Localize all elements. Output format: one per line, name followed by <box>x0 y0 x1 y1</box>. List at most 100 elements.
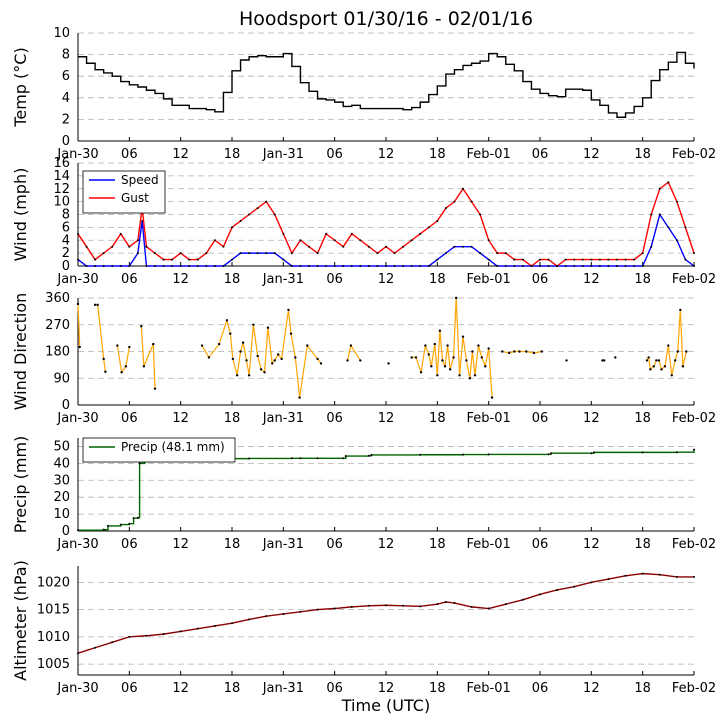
legend-label: Precip (48.1 mm) <box>121 440 225 454</box>
wind-direction-point <box>461 335 465 338</box>
x-tick-label: 18 <box>634 537 651 552</box>
data-point <box>376 252 379 255</box>
data-point <box>598 265 601 267</box>
x-tick-label: 18 <box>429 411 446 426</box>
x-tick-label: Feb-01 <box>467 537 511 552</box>
data-point <box>564 265 567 267</box>
wind-direction-point <box>116 344 119 347</box>
data-point <box>675 200 678 203</box>
y-tick-label: 10 <box>53 195 70 210</box>
data-point <box>308 265 310 267</box>
wind-direction-point <box>142 365 146 368</box>
wind-direction-segment <box>471 351 476 376</box>
data-point <box>290 252 293 255</box>
data-point <box>453 245 456 248</box>
data-point <box>273 213 276 216</box>
data-point <box>539 593 541 596</box>
x-tick-label: 18 <box>429 537 446 552</box>
wind-direction-point <box>518 350 521 353</box>
data-point <box>641 265 644 267</box>
y-tick-label: 20 <box>53 490 70 505</box>
wind-direction-point <box>477 344 480 347</box>
data-point <box>479 213 482 216</box>
x-tick-label: 18 <box>224 147 241 162</box>
y-tick-label: 30 <box>53 473 70 488</box>
x-tick-label: Jan-30 <box>56 537 98 552</box>
data-point <box>470 605 473 608</box>
data-point <box>581 265 584 267</box>
y-tick-label: 180 <box>45 345 70 360</box>
y-tick-label: 8 <box>62 208 70 223</box>
y-axis-label: Wind (mph) <box>11 168 30 262</box>
wind-direction-segment <box>229 333 234 359</box>
wind-direction-segment <box>428 354 432 367</box>
data-point <box>590 258 593 261</box>
wind-direction-segment <box>287 309 292 334</box>
data-point <box>106 524 109 527</box>
data-point <box>333 265 336 267</box>
x-tick-label: 12 <box>583 681 600 696</box>
wind-direction-segment <box>252 324 259 357</box>
wind-direction-point <box>441 359 444 362</box>
data-point <box>641 252 644 255</box>
data-point <box>556 588 559 591</box>
wind-direction-segment <box>350 345 361 361</box>
data-point <box>94 258 97 261</box>
data-point <box>385 245 387 248</box>
wind-direction-segment <box>201 345 210 358</box>
wind-direction-point <box>120 371 123 374</box>
data-point <box>316 608 319 611</box>
data-point <box>667 226 670 229</box>
data-point <box>410 239 413 242</box>
x-tick-label: 06 <box>326 681 343 696</box>
data-point <box>693 252 695 255</box>
series-temp-line <box>78 51 695 118</box>
wind-direction-point <box>76 302 80 306</box>
data-point <box>607 578 610 581</box>
wind-direction-point <box>438 329 442 332</box>
series-speed-line <box>77 212 695 267</box>
data-point <box>299 457 302 460</box>
x-tick-label: 18 <box>429 681 446 696</box>
wind-direction-point <box>602 359 606 362</box>
data-point <box>171 265 174 267</box>
wind-direction-point <box>319 362 323 365</box>
wind-direction-point <box>419 371 423 374</box>
wind-direction-point <box>663 365 667 368</box>
data-point <box>111 245 114 248</box>
x-tick-label: 06 <box>532 272 549 287</box>
chart-title: Hoodsport 01/30/16 - 02/01/16 <box>239 8 533 30</box>
data-point <box>316 252 319 255</box>
data-point <box>367 245 370 248</box>
data-point <box>111 641 114 644</box>
wind-direction-segment <box>455 297 461 376</box>
data-point <box>556 265 559 267</box>
data-point <box>196 265 199 267</box>
data-point <box>102 252 105 255</box>
wind-direction-segment <box>294 357 301 398</box>
legend-box <box>82 437 236 463</box>
wind-direction-segment <box>245 360 250 376</box>
wind-direction-point <box>532 351 536 355</box>
y-axis-label: Wind Direction <box>11 293 30 411</box>
wind-direction-segment <box>290 333 296 358</box>
data-point <box>196 627 199 630</box>
data-point <box>102 265 105 267</box>
data-point <box>196 258 199 261</box>
y-tick-label: 10 <box>53 26 70 41</box>
wind-direction-segment <box>121 366 127 373</box>
data-point <box>128 245 131 248</box>
x-tick-label: Feb-01 <box>467 681 511 696</box>
data-point <box>154 252 156 255</box>
x-tick-label: 06 <box>326 147 343 162</box>
wind-direction-point <box>225 319 229 322</box>
wind-direction-segment <box>667 345 673 376</box>
wind-direction-segment <box>424 345 430 355</box>
wind-direction-segment <box>152 344 156 389</box>
data-point <box>248 213 251 216</box>
x-axis-label: Time (UTC) <box>341 696 430 715</box>
x-tick-label: 06 <box>121 411 138 426</box>
wind-direction-point <box>273 359 276 362</box>
data-point <box>205 265 208 267</box>
